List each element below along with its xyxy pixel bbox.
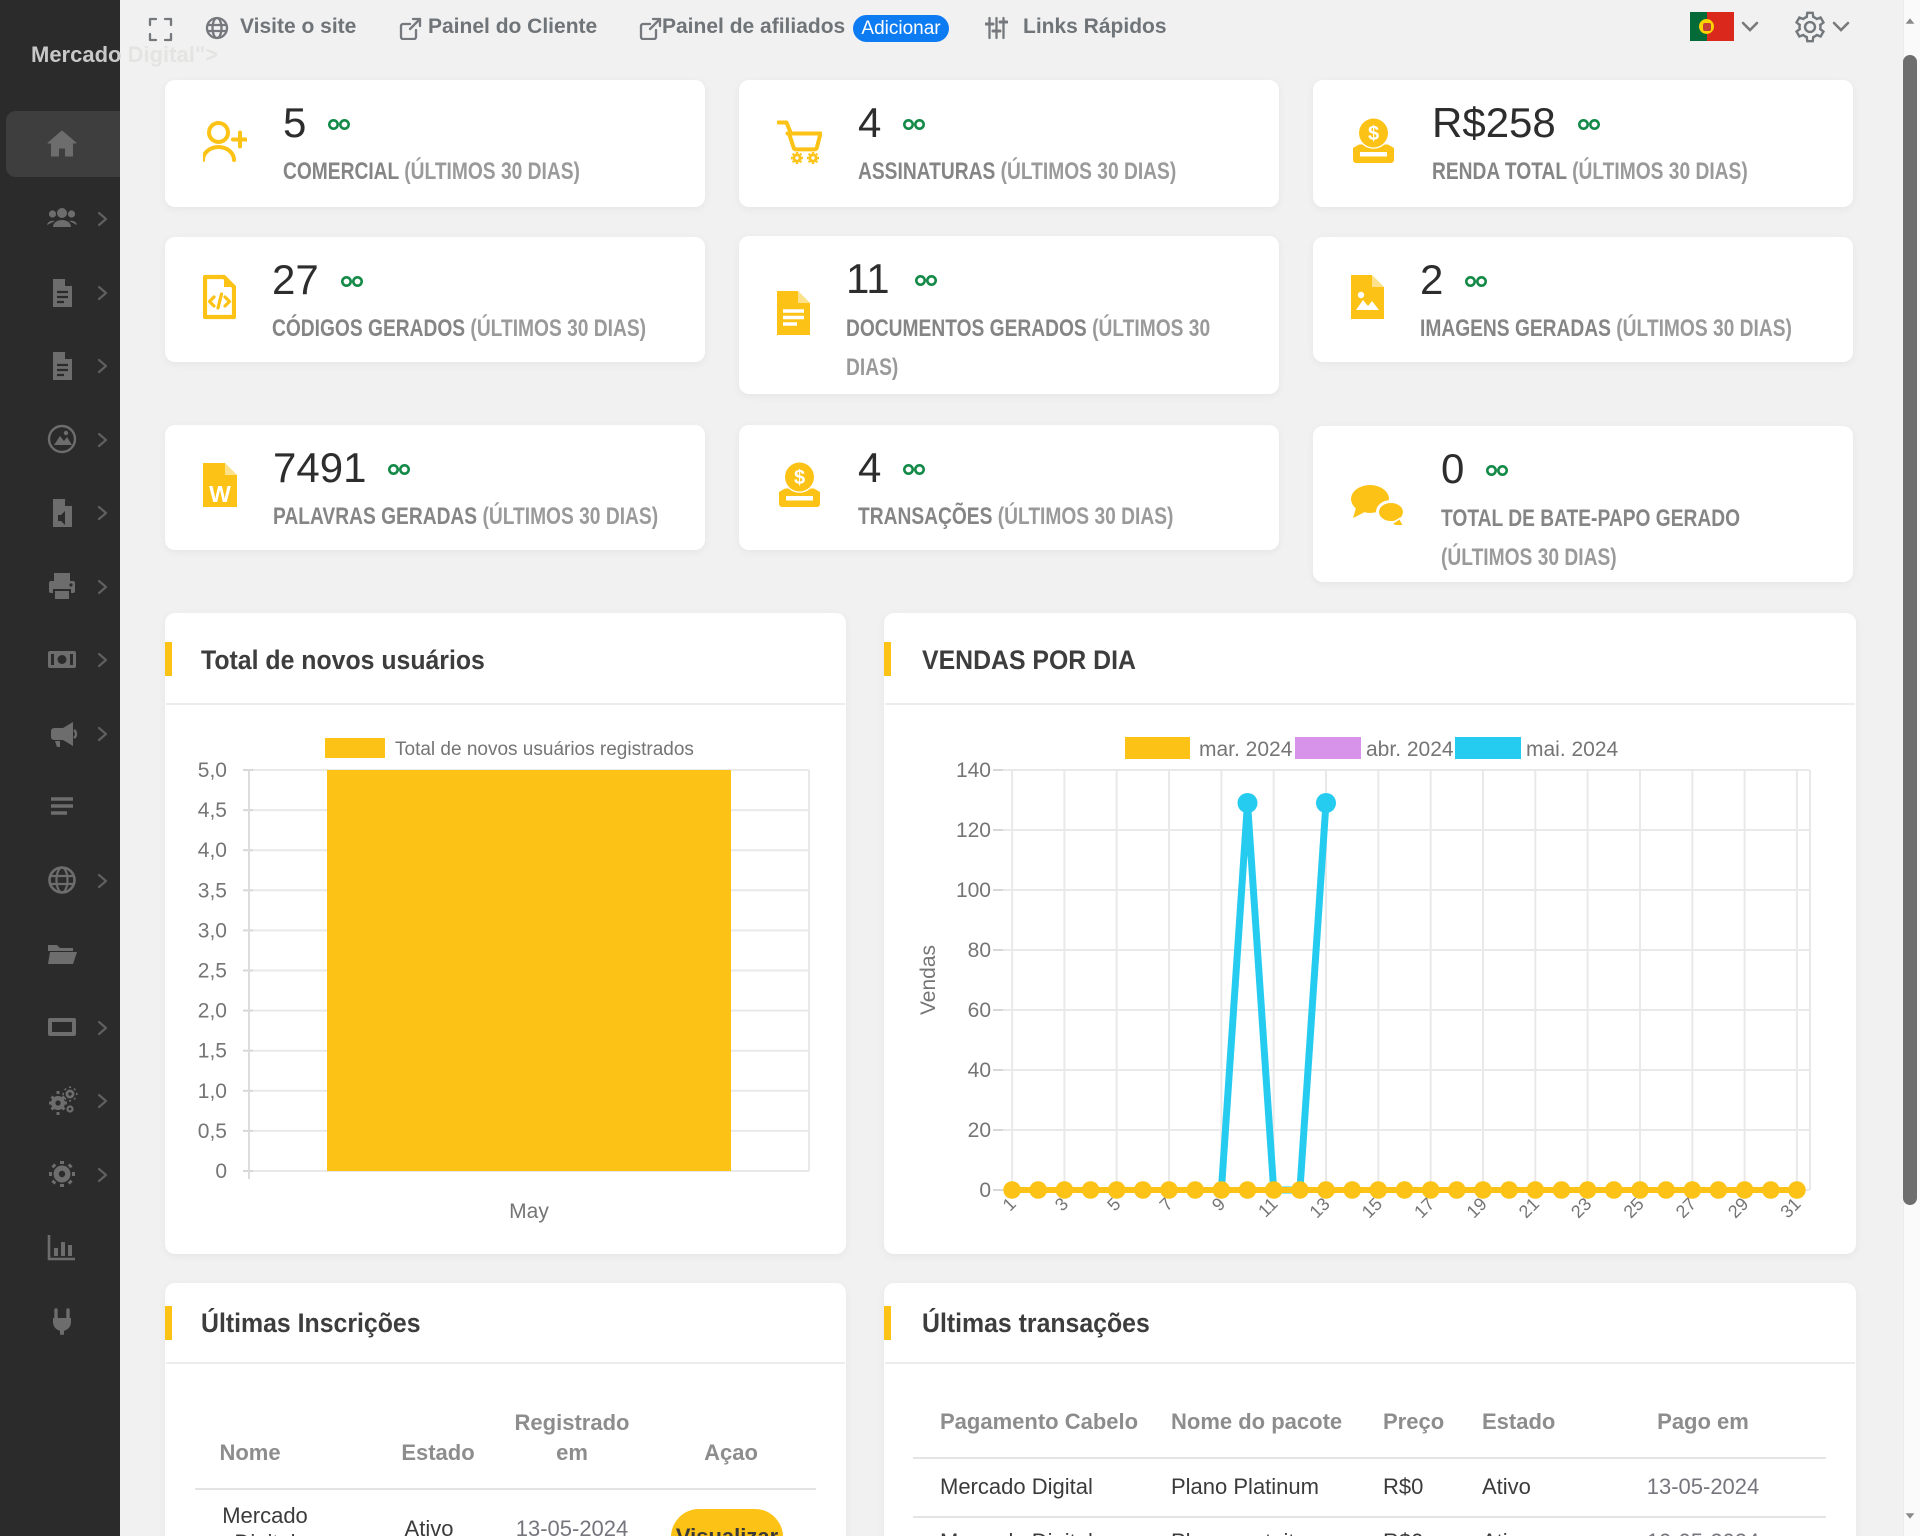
svg-text:20: 20 [968,1119,991,1142]
svg-text:$: $ [794,467,805,489]
svg-text:1,0: 1,0 [198,1080,227,1103]
svg-text:$: $ [1368,123,1379,145]
svg-text:5,0: 5,0 [198,759,227,782]
svg-text:0: 0 [979,1179,991,1202]
svg-text:4,5: 4,5 [198,799,227,822]
svg-text:2,0: 2,0 [198,1000,227,1023]
svg-text:abr. 2024: abr. 2024 [1366,738,1454,761]
svg-text:3,0: 3,0 [198,919,227,942]
svg-text:Total de novos usuários regist: Total de novos usuários registrados [395,739,694,760]
svg-text:0,5: 0,5 [198,1120,227,1143]
svg-text:60: 60 [968,999,991,1022]
svg-text:1,5: 1,5 [198,1040,227,1063]
svg-text:0: 0 [215,1160,227,1183]
svg-text:May: May [509,1200,549,1223]
svg-text:Vendas: Vendas [917,945,940,1015]
svg-text:120: 120 [956,819,991,842]
svg-text:mar. 2024: mar. 2024 [1199,738,1293,761]
svg-text:3,5: 3,5 [198,879,227,902]
svg-text:140: 140 [956,759,991,782]
svg-text:40: 40 [968,1059,991,1082]
svg-text:W: W [209,481,231,507]
svg-text:4,0: 4,0 [198,839,227,862]
svg-text:100: 100 [956,879,991,902]
svg-text:2,5: 2,5 [198,960,227,983]
svg-text:80: 80 [968,939,991,962]
svg-text:mai. 2024: mai. 2024 [1526,738,1619,761]
